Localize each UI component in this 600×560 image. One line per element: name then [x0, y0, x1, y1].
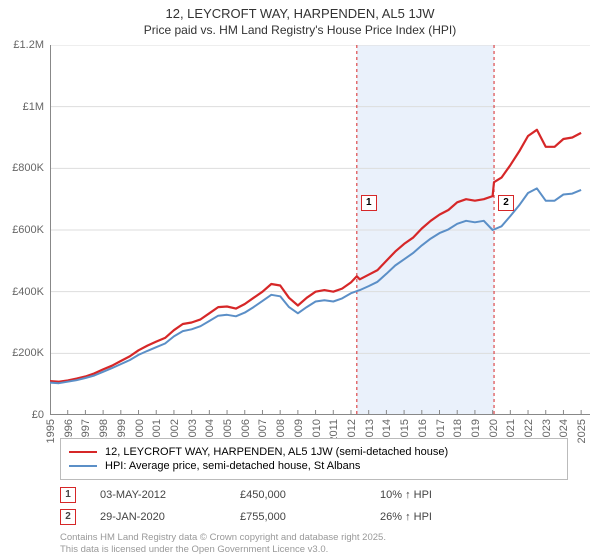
y-axis-label: £600K [12, 224, 44, 236]
event-marker: 1 [361, 195, 377, 211]
transaction-table: 1 03-MAY-2012£450,00010% ↑ HPI 2 29-JAN-202… [60, 484, 500, 528]
transaction-diff: 10% ↑ HPI [380, 489, 500, 501]
chart-container: 12, LEYCROFT WAY, HARPENDEN, AL5 1JW Pri… [0, 0, 600, 560]
legend-item: 12, LEYCROFT WAY, HARPENDEN, AL5 1JW (se… [69, 446, 559, 458]
chart-svg [50, 45, 590, 415]
footer-line-2: This data is licensed under the Open Gov… [60, 544, 386, 556]
transaction-date: 03-MAY-2012 [100, 489, 240, 501]
legend-label: 12, LEYCROFT WAY, HARPENDEN, AL5 1JW (se… [105, 446, 448, 458]
y-axis-label: £400K [12, 286, 44, 298]
footer-attribution: Contains HM Land Registry data © Crown c… [60, 532, 386, 556]
transaction-diff: 26% ↑ HPI [380, 511, 500, 523]
titles: 12, LEYCROFT WAY, HARPENDEN, AL5 1JW Pri… [0, 0, 600, 37]
title-line-2: Price paid vs. HM Land Registry's House … [0, 23, 600, 37]
y-axis-label: £200K [12, 347, 44, 359]
event-marker: 2 [498, 195, 514, 211]
transaction-price: £755,000 [240, 511, 380, 523]
footer-line-1: Contains HM Land Registry data © Crown c… [60, 532, 386, 544]
legend-item: HPI: Average price, semi-detached house,… [69, 460, 559, 472]
transaction-date: 29-JAN-2020 [100, 511, 240, 523]
transaction-badge: 2 [60, 509, 76, 525]
legend-swatch [69, 465, 97, 467]
transaction-price: £450,000 [240, 489, 380, 501]
y-axis-label: £1.2M [13, 39, 44, 51]
legend: 12, LEYCROFT WAY, HARPENDEN, AL5 1JW (se… [60, 438, 568, 480]
legend-swatch [69, 451, 97, 453]
legend-label: HPI: Average price, semi-detached house,… [105, 460, 360, 472]
transaction-row: 1 03-MAY-2012£450,00010% ↑ HPI [60, 484, 500, 506]
x-axis-label: 1995 [45, 419, 57, 443]
x-axis-label: 2025 [576, 419, 588, 443]
y-axis-label: £1M [23, 101, 44, 113]
chart-area: £0£200K£400K£600K£800K£1M£1.2M1995199619… [50, 45, 590, 415]
transaction-row: 2 29-JAN-2020£755,00026% ↑ HPI [60, 506, 500, 528]
y-axis-label: £800K [12, 162, 44, 174]
y-axis-label: £0 [32, 409, 44, 421]
transaction-badge: 1 [60, 487, 76, 503]
title-line-1: 12, LEYCROFT WAY, HARPENDEN, AL5 1JW [0, 6, 600, 21]
